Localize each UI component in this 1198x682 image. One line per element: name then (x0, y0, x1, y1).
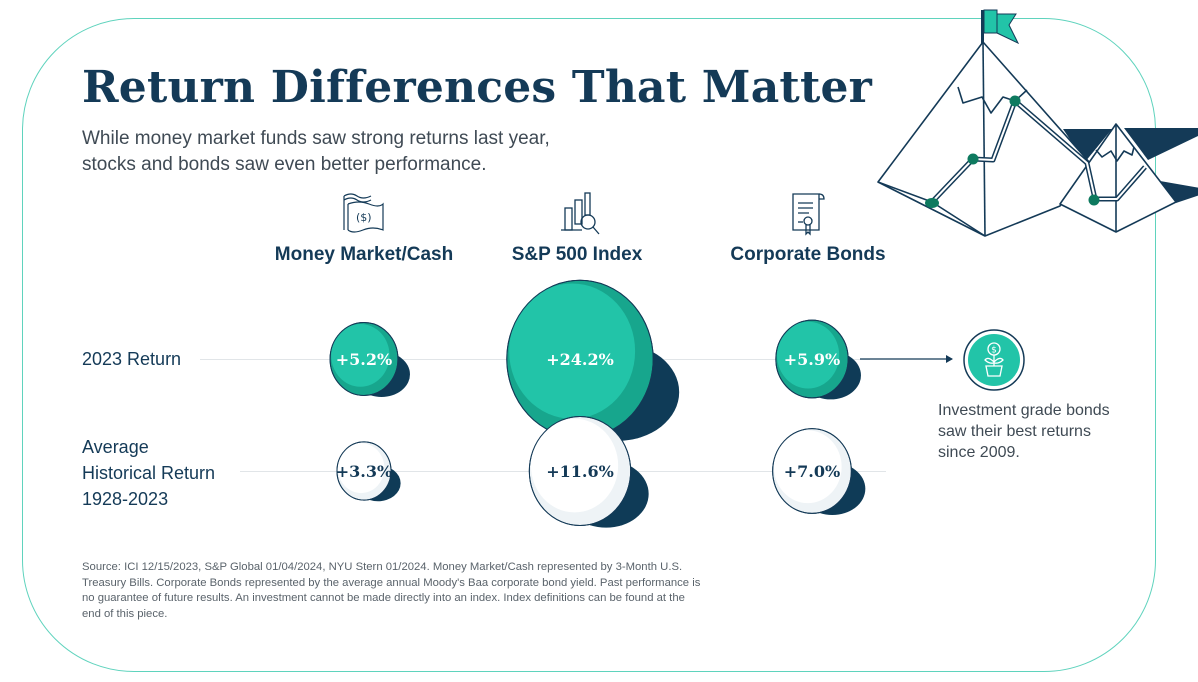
bubble-label: +5.2% (336, 350, 392, 369)
row-label-line: 1928-2023 (82, 489, 169, 509)
source-footnote: Source: ICI 12/15/2023, S&P Global 01/04… (82, 561, 701, 620)
trail-dot (967, 153, 979, 165)
category-corporate-bonds: Corporate Bonds (730, 244, 886, 265)
row-label-2023-return: 2023 Return (82, 349, 182, 369)
callout-text: Investment grade bonds saw their best re… (938, 402, 1110, 461)
bubble-outline (329, 322, 399, 396)
certificate-icon (792, 193, 825, 236)
category-sp500: S&P 500 Index (511, 244, 643, 265)
row-label-average-historical: Average Historical Return 1928-2023 (82, 434, 215, 512)
money-plant-icon: $ (963, 329, 1025, 391)
page-title: Return Differences That Matter (82, 62, 873, 113)
bubble-face (777, 321, 840, 389)
bubble-outline (775, 319, 849, 399)
category-money-market: Money Market/Cash (274, 244, 454, 265)
svg-text:$: $ (991, 346, 997, 356)
bubble-label: +5.9% (784, 350, 840, 369)
trail-dot (925, 198, 939, 208)
mountain-shadow (1063, 129, 1112, 162)
bubble-historical-2: +7.0% (772, 428, 866, 516)
trail-dot (1088, 194, 1100, 206)
bubble-historical-1: +11.6% (528, 416, 649, 528)
cash-icon: ($) (343, 193, 384, 233)
svg-text:($): ($) (356, 211, 372, 224)
bubble-face (337, 443, 385, 494)
bubble-2023-1: +24.2% (506, 279, 680, 441)
bubble-face (530, 418, 619, 513)
bubble-label: +7.0% (784, 462, 840, 481)
bubble-label: +11.6% (546, 462, 614, 481)
trail-dot (1009, 95, 1021, 107)
card-frame (22, 18, 1156, 672)
row-label-line: Historical Return (82, 463, 216, 483)
bubble-face (331, 323, 390, 387)
mountain-shadow (1160, 181, 1198, 203)
bubble-historical-0: +3.3% (336, 441, 401, 502)
bubble-outline (772, 428, 852, 514)
chart-magnifier-icon (561, 192, 600, 235)
bubble-outline (336, 441, 392, 501)
row-label-line: Average (82, 437, 149, 457)
mountain-illustration (877, 9, 1198, 237)
mountain-shadow (1124, 128, 1198, 160)
bubble-label: +3.3% (336, 462, 392, 481)
callout-arrow (860, 355, 953, 363)
bubble-face (509, 283, 636, 419)
bubble-2023-2: +5.9% (775, 319, 861, 400)
bubble-label: +24.2% (546, 350, 614, 369)
bubble-2023-0: +5.2% (329, 322, 410, 397)
page-subtitle: While money market funds saw strong retu… (82, 128, 550, 175)
bubble-outline (528, 416, 632, 526)
bubble-face (773, 430, 842, 504)
